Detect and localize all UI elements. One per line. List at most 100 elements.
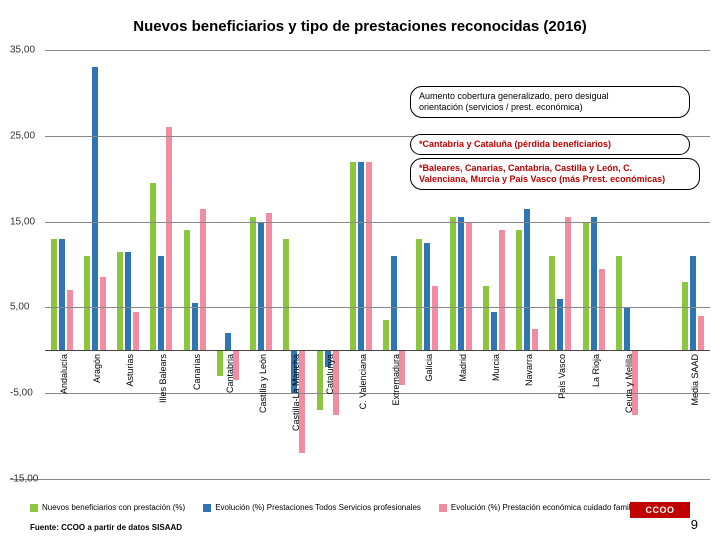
bar bbox=[458, 217, 464, 350]
source-text: Fuente: CCOO a partir de datos SISAAD bbox=[30, 523, 182, 532]
ytick-label: 5,00 bbox=[10, 302, 43, 313]
bar bbox=[416, 239, 422, 351]
bar bbox=[383, 320, 389, 350]
bar bbox=[317, 350, 323, 410]
bar bbox=[391, 256, 397, 350]
x-axis-label: Illes Balears bbox=[158, 354, 168, 403]
bar bbox=[532, 329, 538, 350]
bar bbox=[258, 222, 264, 351]
ytick-label: 15,00 bbox=[10, 216, 43, 227]
bar bbox=[366, 162, 372, 351]
bar bbox=[350, 162, 356, 351]
bar bbox=[450, 217, 456, 350]
gridline bbox=[45, 479, 710, 480]
bar bbox=[358, 162, 364, 351]
x-axis-label: Ceuta y Melilla bbox=[624, 354, 634, 413]
category-group bbox=[378, 50, 411, 479]
bar bbox=[483, 286, 489, 350]
bar bbox=[158, 256, 164, 350]
callout-box: Aumento cobertura generalizado, pero des… bbox=[410, 86, 690, 118]
bar bbox=[150, 183, 156, 350]
bar bbox=[59, 239, 65, 351]
bar bbox=[583, 222, 589, 351]
category-group bbox=[178, 50, 211, 479]
callout-box: *Baleares, Canarias, Cantabria, Castilla… bbox=[410, 158, 700, 190]
bar bbox=[591, 217, 597, 350]
x-axis-label: Cantabria bbox=[225, 354, 235, 393]
bar bbox=[565, 217, 571, 350]
bar bbox=[117, 252, 123, 351]
x-axis-label: C. Valenciana bbox=[358, 354, 368, 409]
legend-swatch bbox=[439, 504, 447, 512]
x-axis-label: La Rioja bbox=[591, 354, 601, 387]
legend: Nuevos beneficiarios con prestación (%) E… bbox=[30, 503, 710, 512]
bar bbox=[283, 239, 289, 351]
x-axis-label: Murcia bbox=[491, 354, 501, 381]
bar bbox=[100, 277, 106, 350]
bar bbox=[524, 209, 530, 351]
bar bbox=[599, 269, 605, 351]
ytick-label: -15,00 bbox=[10, 474, 43, 485]
bar bbox=[266, 213, 272, 350]
legend-label: Evolución (%) Prestación económica cuida… bbox=[451, 503, 640, 512]
category-group bbox=[311, 50, 344, 479]
bar bbox=[491, 312, 497, 351]
x-axis-label: Galicia bbox=[424, 354, 434, 382]
callout-line: *Cantabria y Cataluña (pérdida beneficia… bbox=[419, 139, 681, 150]
category-group bbox=[145, 50, 178, 479]
ytick-label: -5,00 bbox=[10, 388, 43, 399]
gridline bbox=[45, 222, 710, 223]
bar bbox=[698, 316, 704, 350]
callout-line: Aumento cobertura generalizado, pero des… bbox=[419, 91, 681, 102]
bar bbox=[499, 230, 505, 350]
bar bbox=[166, 127, 172, 350]
legend-label: Evolución (%) Prestaciones Todos Servici… bbox=[215, 503, 421, 512]
bar bbox=[616, 256, 622, 350]
legend-swatch bbox=[203, 504, 211, 512]
callout-box: *Cantabria y Cataluña (pérdida beneficia… bbox=[410, 134, 690, 155]
bar bbox=[125, 252, 131, 351]
ccoo-logo: CCOO bbox=[630, 502, 690, 518]
x-axis-label: Catalunya bbox=[325, 354, 335, 395]
x-axis-label: Navarra bbox=[524, 354, 534, 386]
x-axis-label: País Vasco bbox=[557, 354, 567, 399]
zero-line bbox=[45, 350, 710, 351]
category-group bbox=[45, 50, 78, 479]
callout-line: orientación (servicios / prest. económic… bbox=[419, 102, 681, 113]
x-axis-label: Extremadura bbox=[391, 354, 401, 406]
bar bbox=[67, 290, 73, 350]
bar bbox=[192, 303, 198, 350]
ytick-label: 25,00 bbox=[10, 130, 43, 141]
category-group bbox=[78, 50, 111, 479]
gridline bbox=[45, 50, 710, 51]
bar bbox=[682, 282, 688, 351]
x-axis-label: Andalucía bbox=[59, 354, 69, 394]
x-axis-label: Asturias bbox=[125, 354, 135, 387]
bar bbox=[690, 256, 696, 350]
bar bbox=[133, 312, 139, 351]
x-axis-label: Castilla y León bbox=[258, 354, 268, 413]
chart-title: Nuevos beneficiarios y tipo de prestacio… bbox=[133, 18, 587, 35]
legend-swatch bbox=[30, 504, 38, 512]
legend-item: Evolución (%) Prestación económica cuida… bbox=[439, 503, 640, 512]
legend-item: Evolución (%) Prestaciones Todos Servici… bbox=[203, 503, 421, 512]
bar bbox=[200, 209, 206, 351]
category-group bbox=[245, 50, 278, 479]
bar bbox=[424, 243, 430, 350]
x-axis-label: Madrid bbox=[458, 354, 468, 382]
bar bbox=[225, 333, 231, 350]
category-group bbox=[344, 50, 377, 479]
legend-item: Nuevos beneficiarios con prestación (%) bbox=[30, 503, 185, 512]
bar bbox=[217, 350, 223, 376]
bar bbox=[84, 256, 90, 350]
bar bbox=[624, 307, 630, 350]
gridline bbox=[45, 307, 710, 308]
bar bbox=[184, 230, 190, 350]
bar bbox=[432, 286, 438, 350]
category-group bbox=[211, 50, 244, 479]
bar bbox=[466, 222, 472, 351]
x-axis-label: Canarias bbox=[192, 354, 202, 390]
x-axis-label: Castilla-La Mancha bbox=[291, 354, 301, 431]
ytick-label: 35,00 bbox=[10, 45, 43, 56]
callout-line: *Baleares, Canarias, Cantabria, Castilla… bbox=[419, 163, 691, 174]
